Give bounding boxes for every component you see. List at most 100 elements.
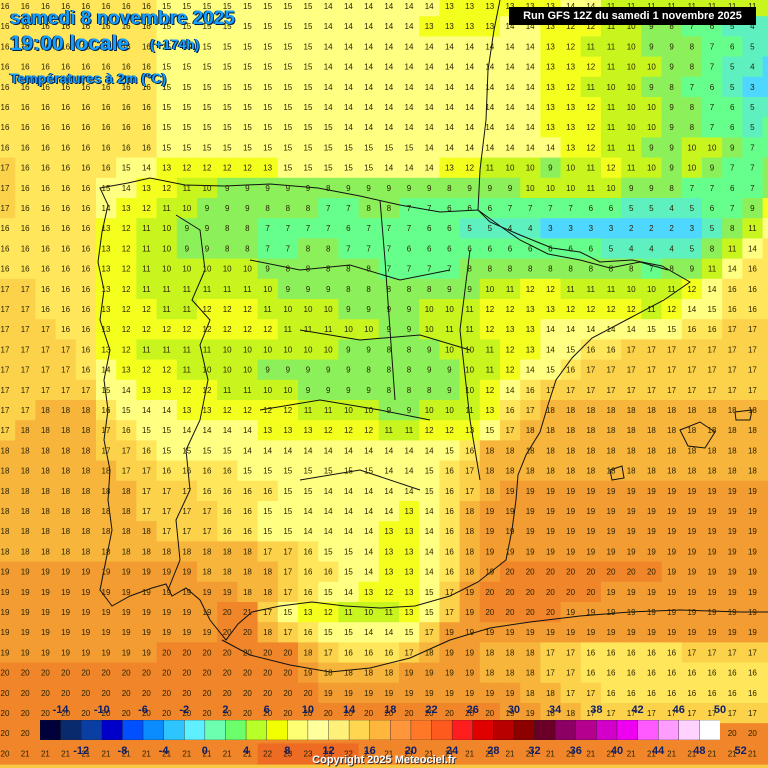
- temperature-cell: [459, 339, 481, 361]
- temperature-value: 17: [182, 507, 191, 516]
- temperature-value: 17: [708, 648, 717, 657]
- temperature-cell: [96, 198, 118, 220]
- temperature-value: 19: [607, 507, 616, 516]
- temperature-cell: [298, 56, 320, 78]
- temperature-value: 18: [61, 487, 70, 496]
- legend-swatch: [472, 720, 495, 740]
- temperature-value: 17: [748, 709, 757, 718]
- temperature-value: 18: [566, 446, 575, 455]
- temperature-value: 11: [465, 305, 474, 314]
- temperature-value: 21: [243, 608, 252, 617]
- temperature-cell: [459, 56, 481, 78]
- temperature-value: 13: [546, 42, 555, 51]
- temperature-value: 6: [447, 224, 452, 233]
- temperature-cell: [722, 97, 744, 119]
- temperature-cell: [661, 278, 683, 300]
- temperature-value: 18: [708, 467, 717, 476]
- temperature-value: 16: [81, 164, 90, 173]
- temperature-value: 18: [182, 547, 191, 556]
- temperature-cell: [15, 218, 37, 240]
- temperature-cell: [197, 76, 219, 98]
- temperature-cell: [298, 97, 320, 119]
- temperature-cell: [237, 97, 259, 119]
- temperature-cell: [197, 157, 219, 179]
- temperature-value: 16: [1, 103, 10, 112]
- temperature-value: 19: [728, 507, 737, 516]
- temperature-cell: [96, 157, 118, 179]
- temperature-value: 17: [162, 507, 171, 516]
- temperature-cell: [641, 339, 663, 361]
- temperature-value: 11: [506, 285, 515, 294]
- temperature-cell: [298, 0, 320, 18]
- temperature-cell: [55, 440, 77, 462]
- temperature-cell: [0, 339, 17, 361]
- temperature-value: 18: [21, 487, 30, 496]
- temperature-cell: [75, 56, 97, 78]
- temperature-cell: [55, 36, 77, 58]
- temperature-cell: [540, 117, 562, 139]
- temperature-cell: [500, 359, 522, 381]
- legend-swatch: [245, 720, 268, 740]
- temperature-cell: [237, 198, 259, 220]
- temperature-cell: [0, 157, 17, 179]
- temperature-value: 19: [485, 507, 494, 516]
- temperature-value: 15: [425, 608, 434, 617]
- temperature-value: 17: [21, 325, 30, 334]
- temperature-value: 10: [445, 345, 454, 354]
- temperature-cell: [0, 198, 17, 220]
- temperature-value: 6: [730, 123, 735, 132]
- temperature-cell: [96, 238, 118, 260]
- temperature-cell: [459, 177, 481, 199]
- temperature-value: 11: [486, 366, 495, 375]
- temperature-value: 12: [263, 325, 272, 334]
- temperature-cell: [197, 177, 219, 199]
- temperature-cell: [378, 0, 400, 18]
- temperature-cell: [217, 238, 239, 260]
- temperature-cell: [681, 339, 703, 361]
- temperature-value: 8: [629, 265, 634, 274]
- temperature-cell: [419, 238, 441, 260]
- temperature-value: 18: [81, 406, 90, 415]
- temperature-cell: [601, 420, 623, 442]
- temperature-cell: [338, 278, 360, 300]
- temperature-cell: [197, 359, 219, 381]
- temperature-cell: [116, 319, 138, 341]
- temperature-cell: [75, 299, 97, 321]
- temperature-value: 12: [243, 164, 252, 173]
- temperature-value: 12: [283, 406, 292, 415]
- temperature-value: 12: [223, 406, 232, 415]
- temperature-value: 12: [122, 345, 131, 354]
- temperature-value: 9: [447, 366, 452, 375]
- temperature-value: 18: [526, 446, 535, 455]
- temperature-value: 20: [203, 648, 212, 657]
- temperature-value: 9: [467, 184, 472, 193]
- temperature-cell: [277, 198, 299, 220]
- temperature-cell: [540, 379, 562, 401]
- temperature-cell: [641, 157, 663, 179]
- temperature-value: 18: [485, 487, 494, 496]
- temperature-cell: [136, 36, 158, 58]
- temperature-cell: [702, 339, 724, 361]
- temperature-value: 11: [183, 184, 192, 193]
- temperature-value: 14: [425, 164, 434, 173]
- temperature-value: 16: [667, 669, 676, 678]
- temperature-cell: [318, 76, 340, 98]
- temperature-cell: [116, 400, 138, 422]
- temperature-value: 16: [1, 244, 10, 253]
- temperature-value: 20: [142, 689, 151, 698]
- temperature-value: 7: [366, 224, 371, 233]
- temperature-value: 14: [425, 42, 434, 51]
- temperature-value: 11: [627, 164, 636, 173]
- temperature-value: 17: [263, 608, 272, 617]
- temperature-value: 11: [566, 285, 575, 294]
- temperature-value: 7: [730, 164, 735, 173]
- temperature-value: 11: [587, 285, 596, 294]
- temperature-value: 19: [667, 628, 676, 637]
- temperature-cell: [96, 420, 118, 442]
- temperature-value: 8: [669, 83, 674, 92]
- temperature-value: 3: [568, 224, 573, 233]
- temperature-cell: [96, 16, 118, 38]
- temperature-cell: [0, 218, 17, 240]
- temperature-cell: [116, 198, 138, 220]
- legend-swatch: [410, 720, 433, 740]
